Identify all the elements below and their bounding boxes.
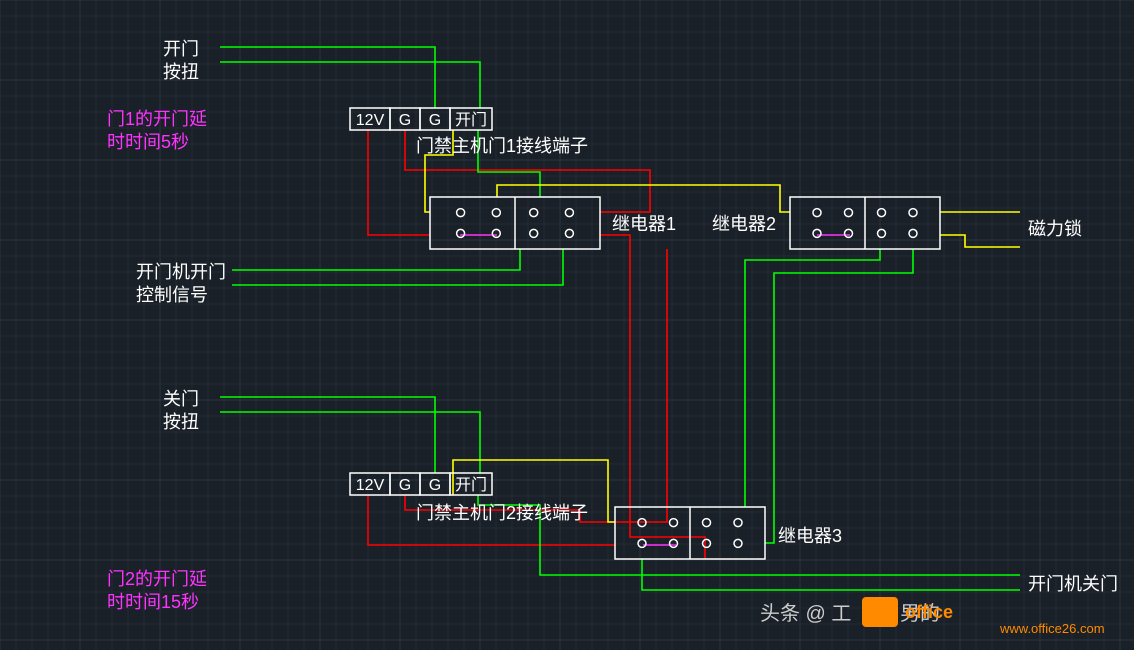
svg-text:12V: 12V [356,112,385,129]
label-open-signal-l2: 控制信号 [136,285,208,305]
label-close-button-l1: 关门 [163,389,199,409]
label-open-button-1-l2: 按扭 [163,62,199,82]
watermark-brand: office [905,602,953,622]
label-relay3: 继电器3 [778,526,842,546]
label-door-close-signal: 开门机关门 [1028,574,1118,594]
label-open-button-1-l1: 开门 [163,39,199,59]
label-relay1: 继电器1 [612,214,676,234]
note2-l1: 门2的开门延 [107,569,207,589]
note1-l2: 时时间5秒 [107,132,189,152]
terminal2-caption: 门禁主机门2接线端子 [416,503,588,523]
label-close-button-l2: 按扭 [163,412,199,432]
svg-text:开门: 开门 [455,111,487,129]
note1-l1: 门1的开门延 [107,109,207,129]
svg-text:G: G [399,112,411,129]
terminal1-caption: 门禁主机门1接线端子 [416,136,588,156]
svg-text:12V: 12V [356,477,385,494]
label-relay2: 继电器2 [712,214,776,234]
watermark-url: www.office26.com [999,621,1105,636]
svg-text:G: G [429,477,441,494]
svg-text:G: G [429,112,441,129]
cad-canvas: 12V G G 开门 12V G G 开门 开门 按扭 门1的开门延 时时间5秒 门禁主机门1… [0,0,1134,650]
label-maglock: 磁力锁 [1028,219,1082,239]
note2-l2: 时时间15秒 [107,592,199,612]
svg-text:G: G [399,477,411,494]
watermark-prefix: 头条 @ 工 [760,602,851,625]
svg-text:开门: 开门 [455,476,487,494]
label-open-signal-l1: 开门机开门 [136,262,226,282]
